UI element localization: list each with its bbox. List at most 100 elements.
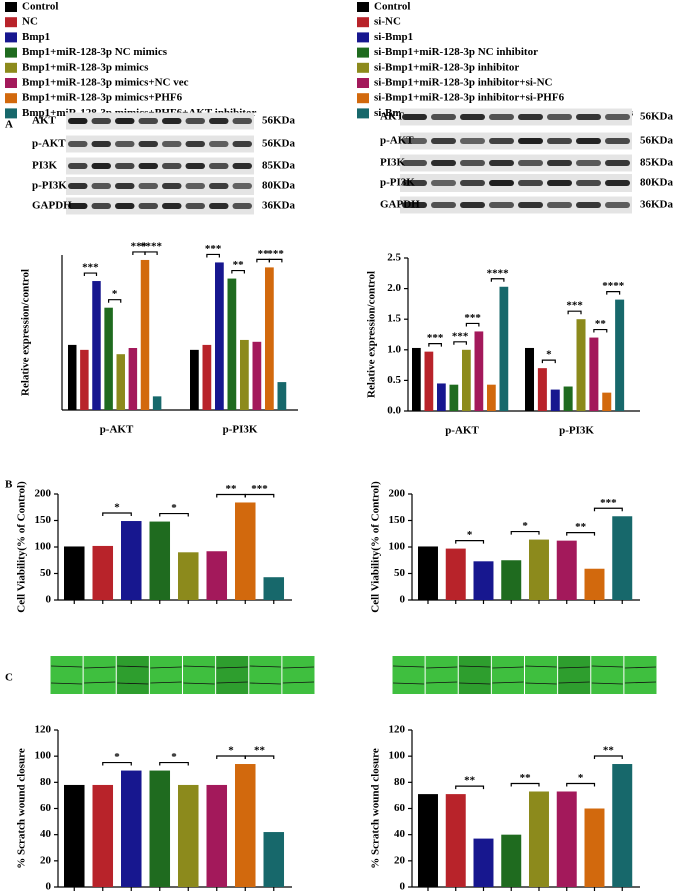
- blot-band: [547, 180, 572, 186]
- wound-edge: [117, 665, 149, 668]
- bar: [602, 392, 612, 411]
- wound-edge: [624, 666, 657, 669]
- significance-label: *: [114, 751, 120, 763]
- blot-band: [138, 183, 158, 189]
- bar: [227, 278, 237, 410]
- blot-band: [402, 160, 427, 166]
- bar: [612, 764, 633, 887]
- bar: [462, 349, 471, 411]
- blot-band: [547, 114, 572, 120]
- bar: [215, 262, 224, 410]
- significance-bracket: [108, 299, 122, 303]
- bar: [501, 560, 522, 600]
- bar: [437, 383, 446, 411]
- wound-edge: [282, 666, 315, 669]
- blot-band: [162, 118, 182, 124]
- blot-band: [185, 183, 205, 189]
- significance-bracket: [455, 785, 485, 790]
- blot-band: [68, 141, 88, 147]
- bar: [149, 770, 171, 887]
- bar: [473, 838, 494, 887]
- wound-image: [116, 656, 149, 694]
- y-tick-label: 2.5: [387, 252, 401, 264]
- y-tick-label: 100: [389, 541, 406, 553]
- blot-band: [460, 160, 485, 166]
- blot-size: 56KDa: [262, 138, 296, 150]
- wound-edge: [525, 682, 557, 685]
- y-tick-label: 150: [35, 514, 52, 526]
- y-axis-label: % Scratch wound closure: [16, 748, 28, 869]
- blot-band: [431, 202, 456, 208]
- y-axis-label: % Scratch wound closure: [370, 748, 382, 869]
- blot-band: [489, 138, 514, 144]
- wound-edge: [249, 682, 281, 685]
- significance-label: *: [228, 745, 234, 757]
- significance-bracket: [231, 269, 245, 274]
- blot-band: [68, 183, 88, 189]
- legend-swatch: [5, 32, 17, 43]
- bar: [449, 384, 459, 411]
- bar: [445, 548, 466, 600]
- blot-band: [91, 163, 111, 169]
- bar: [563, 386, 573, 411]
- blot-protein: GAPDH: [32, 200, 72, 212]
- significance-label: ***: [452, 330, 469, 342]
- bar: [263, 832, 285, 887]
- blot-band: [185, 118, 205, 124]
- blot-band: [232, 203, 252, 209]
- panel-label: A: [5, 119, 13, 131]
- y-tick-label: 50: [40, 567, 52, 579]
- blot-band: [518, 160, 543, 166]
- bar: [263, 577, 285, 600]
- significance-label: ****: [140, 240, 163, 252]
- legend-label: si-Bmp1+miR-128-3p NC inhibitor: [374, 46, 538, 58]
- significance-bracket: [83, 272, 98, 277]
- blot-band: [138, 203, 158, 209]
- bar: [589, 337, 599, 411]
- wound-edge: [492, 666, 524, 669]
- significance-label: *: [522, 520, 528, 532]
- bar: [206, 551, 228, 600]
- significance-bracket: [566, 782, 596, 787]
- blot-band: [605, 138, 630, 144]
- wound-image: [282, 656, 315, 694]
- wound-image: [149, 656, 182, 694]
- significance-bracket: [159, 512, 189, 517]
- blot-band: [91, 118, 111, 124]
- y-tick-label: 100: [35, 541, 52, 553]
- wound-edge: [50, 665, 83, 668]
- blot-band: [91, 203, 111, 209]
- blot-band: [576, 202, 601, 208]
- blot-size: 56KDa: [640, 111, 674, 123]
- bar: [121, 770, 142, 887]
- bar: [584, 568, 605, 600]
- blot-band: [605, 180, 630, 186]
- blot-band: [185, 141, 205, 147]
- significance-label: ***: [82, 262, 99, 274]
- bar: [68, 344, 77, 410]
- legend-swatch: [5, 47, 17, 58]
- y-tick-label: 1.0: [387, 343, 401, 355]
- y-tick-label: 2.0: [387, 282, 401, 294]
- y-tick-label: 80: [40, 776, 52, 788]
- blot-band: [431, 180, 456, 186]
- wound-edge: [150, 681, 182, 684]
- y-tick-label: 20: [394, 854, 406, 866]
- blot-size: 56KDa: [262, 115, 296, 127]
- legend-label: Control: [374, 1, 410, 13]
- wound-edge: [50, 682, 83, 685]
- blot-band: [232, 141, 252, 147]
- wound-edge: [558, 666, 590, 669]
- blot-band: [489, 202, 514, 208]
- wound-edge: [558, 681, 590, 684]
- y-tick-label: 1.5: [387, 313, 401, 325]
- blot-strip: [66, 177, 254, 195]
- significance-label: **: [226, 483, 238, 495]
- significance-label: ***: [205, 243, 222, 255]
- bar: [445, 794, 466, 887]
- significance-bracket: [244, 493, 275, 498]
- significance-label: ****: [602, 280, 625, 292]
- significance-label: *: [171, 751, 177, 763]
- wound-image: [83, 656, 116, 694]
